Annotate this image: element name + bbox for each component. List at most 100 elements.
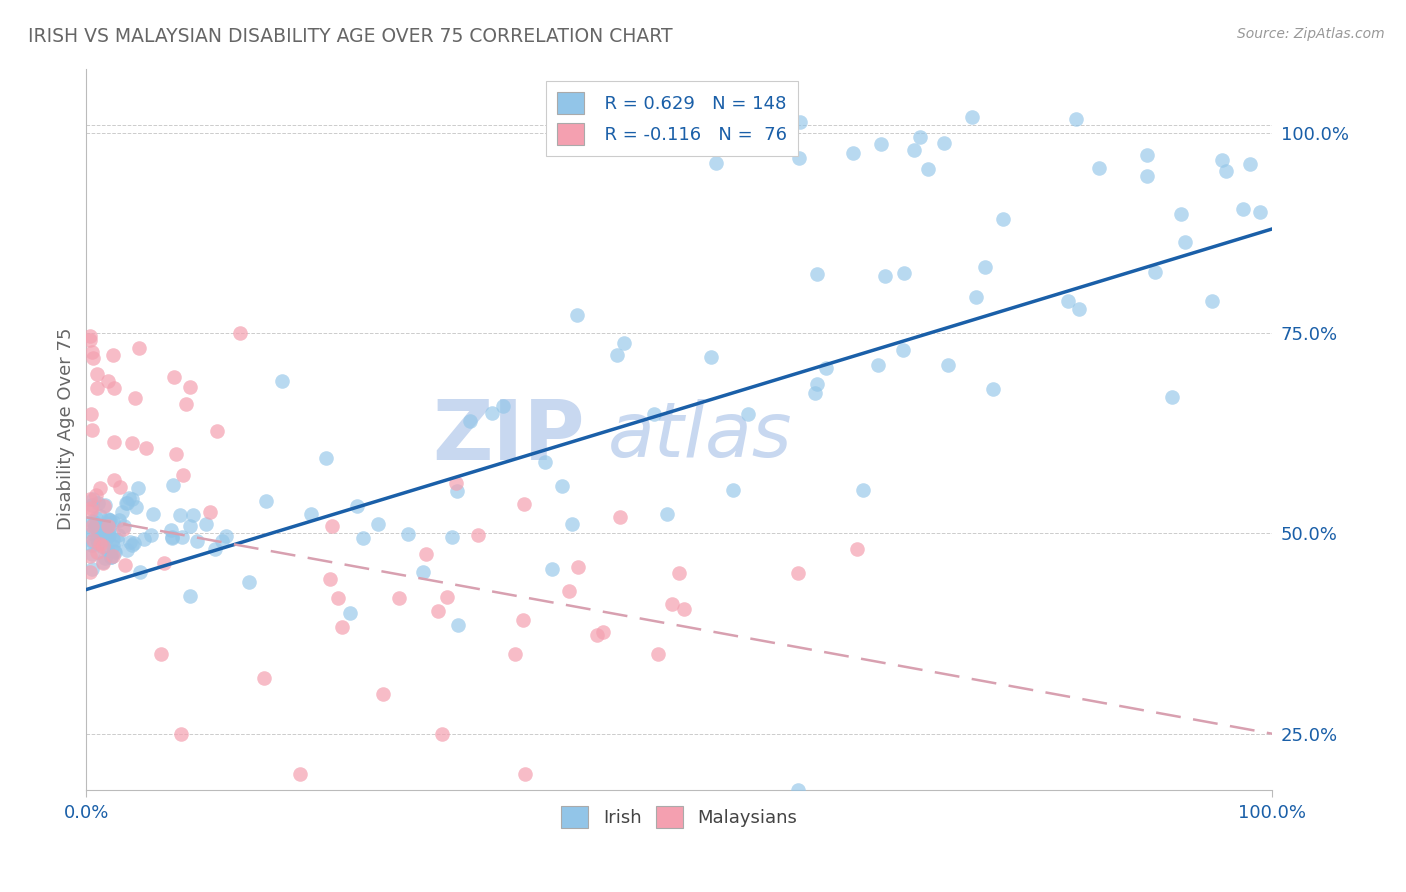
- Point: [134, 532, 156, 546]
- Point: [98, 513, 121, 527]
- Point: [100, 550, 122, 565]
- Point: [86, 488, 108, 502]
- Point: [90, 519, 112, 533]
- Point: [94, 498, 117, 512]
- Point: [91, 540, 114, 554]
- Point: [93, 539, 115, 553]
- Point: [606, 348, 628, 362]
- Point: [98, 528, 121, 542]
- Point: [101, 540, 124, 554]
- Point: [1232, 202, 1254, 217]
- Point: [79, 329, 101, 343]
- Point: [82, 548, 104, 562]
- Point: [436, 590, 458, 604]
- Point: [125, 500, 148, 515]
- Point: [806, 268, 828, 282]
- Point: [129, 565, 152, 579]
- Point: [83, 520, 105, 534]
- Point: [121, 538, 143, 552]
- Point: [565, 308, 588, 322]
- Point: [903, 143, 925, 157]
- Point: [89, 537, 111, 551]
- Point: [103, 348, 125, 362]
- Point: [315, 451, 337, 466]
- Point: [1067, 302, 1090, 317]
- Point: [111, 522, 134, 536]
- Point: [142, 507, 165, 521]
- Point: [561, 516, 583, 531]
- Point: [80, 501, 103, 516]
- Point: [79, 334, 101, 348]
- Point: [1057, 293, 1080, 308]
- Point: [299, 507, 322, 521]
- Point: [721, 483, 744, 497]
- Point: [84, 510, 107, 524]
- Point: [86, 368, 108, 382]
- Point: [609, 510, 631, 524]
- Point: [103, 381, 125, 395]
- Point: [893, 266, 915, 280]
- Point: [87, 496, 110, 510]
- Point: [346, 499, 368, 513]
- Point: [112, 518, 135, 533]
- Point: [467, 528, 489, 542]
- Point: [170, 727, 193, 741]
- Point: [592, 625, 614, 640]
- Point: [215, 529, 238, 543]
- Point: [103, 544, 125, 558]
- Point: [111, 505, 134, 519]
- Point: [787, 783, 810, 797]
- Point: [981, 382, 1004, 396]
- Point: [447, 617, 470, 632]
- Point: [181, 508, 204, 523]
- Point: [852, 483, 875, 498]
- Point: [121, 492, 143, 507]
- Point: [806, 376, 828, 391]
- Point: [103, 435, 125, 450]
- Point: [254, 493, 277, 508]
- Point: [415, 547, 437, 561]
- Point: [446, 483, 468, 498]
- Point: [89, 508, 111, 523]
- Point: [204, 541, 226, 556]
- Point: [87, 536, 110, 550]
- Point: [534, 455, 557, 469]
- Point: [211, 534, 233, 549]
- Point: [101, 549, 124, 563]
- Point: [115, 496, 138, 510]
- Point: [965, 290, 987, 304]
- Point: [121, 436, 143, 450]
- Point: [319, 572, 342, 586]
- Point: [803, 386, 825, 401]
- Point: [481, 406, 503, 420]
- Point: [97, 543, 120, 558]
- Point: [787, 151, 810, 165]
- Point: [82, 423, 104, 437]
- Point: [179, 380, 201, 394]
- Point: [238, 575, 260, 590]
- Point: [868, 358, 890, 372]
- Point: [153, 557, 176, 571]
- Point: [371, 687, 394, 701]
- Point: [194, 516, 217, 531]
- Point: [110, 480, 132, 494]
- Point: [89, 481, 111, 495]
- Point: [124, 535, 146, 549]
- Point: [789, 115, 811, 129]
- Point: [93, 524, 115, 539]
- Point: [229, 326, 252, 340]
- Point: [115, 543, 138, 558]
- Point: [97, 513, 120, 527]
- Point: [160, 531, 183, 545]
- Point: [503, 647, 526, 661]
- Point: [776, 130, 799, 145]
- Y-axis label: Disability Age Over 75: Disability Age Over 75: [58, 328, 75, 531]
- Point: [105, 533, 128, 548]
- Point: [787, 566, 810, 581]
- Point: [118, 491, 141, 506]
- Point: [1064, 112, 1087, 126]
- Point: [869, 136, 891, 151]
- Point: [1088, 161, 1111, 176]
- Point: [993, 211, 1015, 226]
- Point: [108, 513, 131, 527]
